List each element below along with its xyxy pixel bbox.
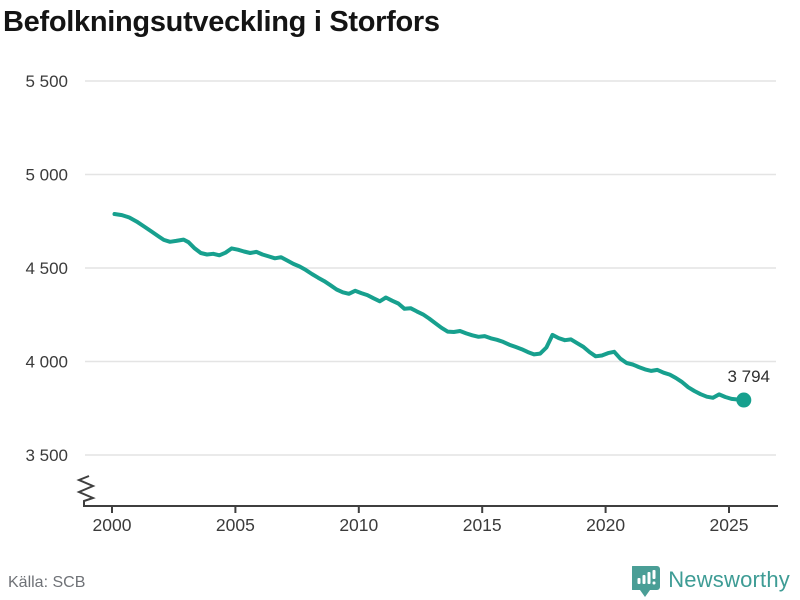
newsworthy-wordmark: Newsworthy bbox=[668, 567, 790, 592]
axis-break-squiggle-icon bbox=[76, 475, 96, 506]
x-axis-label: 2015 bbox=[463, 515, 502, 535]
x-axis-label: 2000 bbox=[93, 515, 132, 535]
y-axis-label: 3 500 bbox=[25, 446, 68, 465]
last-value-label: 3 794 bbox=[727, 367, 770, 386]
y-axis-label: 5 000 bbox=[25, 166, 68, 185]
y-axis-label: 4 500 bbox=[25, 259, 68, 278]
pin-shape bbox=[632, 565, 661, 597]
last-point-marker bbox=[736, 392, 752, 408]
x-axis-label: 2010 bbox=[339, 515, 378, 535]
newsworthy-logo: Newsworthy bbox=[632, 563, 790, 597]
source-label: Källa: SCB bbox=[8, 574, 86, 591]
x-axis-label: 2025 bbox=[710, 515, 749, 535]
population-line-chart: 5 500 5 000 4 500 4 000 3 500 2000 2005 2010 201… bbox=[25, 72, 778, 535]
x-axis-label: 2020 bbox=[586, 515, 625, 535]
y-axis-label: 5 500 bbox=[25, 72, 68, 91]
population-trend-line bbox=[112, 212, 746, 402]
mini-barchart-glyph bbox=[637, 569, 656, 584]
x-axis-label: 2005 bbox=[216, 515, 255, 535]
page-title: Befolkningsutveckling i Storfors bbox=[3, 6, 440, 38]
newsworthy-pin-icon bbox=[632, 565, 661, 597]
y-axis-label: 4 000 bbox=[25, 353, 68, 372]
